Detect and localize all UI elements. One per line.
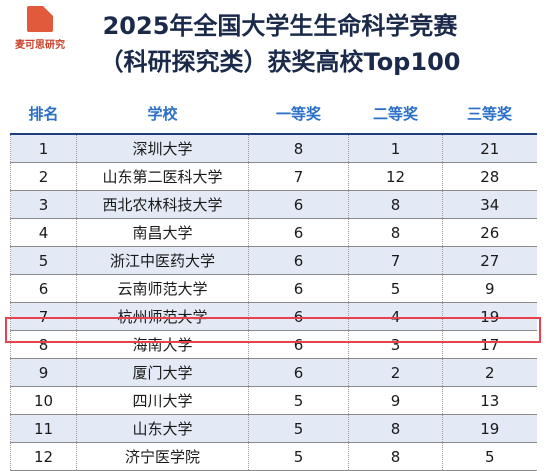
cell-rank: 8 — [10, 330, 77, 359]
header-third-prize: 三等奖 — [442, 93, 537, 135]
cell-school: 南昌大学 — [76, 218, 249, 247]
cell-rank: 1 — [10, 133, 77, 163]
cell-second-prize: 5 — [348, 274, 443, 303]
cell-second-prize: 7 — [348, 246, 443, 275]
cell-first-prize: 7 — [248, 162, 349, 191]
logo-icon — [27, 6, 53, 32]
table-row: 1 深圳大学 8 1 21 — [10, 133, 537, 163]
table-row: 6 云南师范大学 6 5 9 — [10, 274, 537, 303]
cell-rank: 4 — [10, 218, 77, 247]
cell-first-prize: 6 — [248, 190, 349, 219]
cell-school: 厦门大学 — [76, 358, 249, 387]
cell-second-prize: 8 — [348, 218, 443, 247]
table-row: 3 西北农林科技大学 6 8 34 — [10, 190, 537, 219]
cell-third-prize: 26 — [442, 218, 537, 247]
table-body: 1 深圳大学 8 1 21 2 山东第二医科大学 7 12 28 3 西北农林科技大学 6 8 34 4 南昌大… — [10, 133, 537, 471]
cell-third-prize: 27 — [442, 246, 537, 275]
cell-first-prize: 5 — [248, 414, 349, 443]
cell-school: 浙江中医药大学 — [76, 246, 249, 275]
cell-first-prize: 6 — [248, 246, 349, 275]
cell-second-prize: 3 — [348, 330, 443, 359]
cell-first-prize: 8 — [248, 133, 349, 163]
cell-rank: 10 — [10, 386, 77, 415]
table-row: 8 海南大学 6 3 17 — [10, 330, 537, 359]
cell-school: 云南师范大学 — [76, 274, 249, 303]
cell-rank: 3 — [10, 190, 77, 219]
page-title-line2: （科研探究类）获奖高校Top100 — [99, 48, 461, 76]
cell-third-prize: 28 — [442, 162, 537, 191]
table-row: 5 浙江中医药大学 6 7 27 — [10, 246, 537, 275]
cell-school: 海南大学 — [76, 330, 249, 359]
cell-school: 济宁医学院 — [76, 442, 249, 471]
cell-first-prize: 5 — [248, 386, 349, 415]
cell-second-prize: 1 — [348, 133, 443, 163]
cell-second-prize: 8 — [348, 190, 443, 219]
cell-third-prize: 9 — [442, 274, 537, 303]
cell-rank: 9 — [10, 358, 77, 387]
table-row: 7 杭州师范大学 6 4 19 — [10, 302, 537, 331]
page-title-line1: 2025年全国大学生生命科学竞赛 — [102, 12, 458, 40]
cell-school: 四川大学 — [76, 386, 249, 415]
cell-school: 西北农林科技大学 — [76, 190, 249, 219]
header-first-prize: 一等奖 — [248, 93, 349, 135]
table-row: 12 济宁医学院 5 8 5 — [10, 442, 537, 471]
cell-rank: 11 — [10, 414, 77, 443]
table-header-row: 排名 学校 一等奖 二等奖 三等奖 — [10, 93, 537, 135]
table-row: 11 山东大学 5 8 19 — [10, 414, 537, 443]
brand-logo: 麦可思研究 — [10, 6, 70, 58]
cell-rank: 5 — [10, 246, 77, 275]
table-row: 10 四川大学 5 9 13 — [10, 386, 537, 415]
cell-second-prize: 12 — [348, 162, 443, 191]
cell-school: 山东第二医科大学 — [76, 162, 249, 191]
cell-third-prize: 17 — [442, 330, 537, 359]
cell-second-prize: 2 — [348, 358, 443, 387]
cell-third-prize: 5 — [442, 442, 537, 471]
cell-third-prize: 19 — [442, 414, 537, 443]
cell-rank: 7 — [10, 302, 77, 331]
cell-second-prize: 4 — [348, 302, 443, 331]
cell-third-prize: 34 — [442, 190, 537, 219]
cell-second-prize: 8 — [348, 414, 443, 443]
ranking-table: 排名 学校 一等奖 二等奖 三等奖 1 深圳大学 8 1 21 2 山东第二医科大学 7 12 2… — [10, 93, 537, 471]
table-row: 4 南昌大学 6 8 26 — [10, 218, 537, 247]
cell-school: 山东大学 — [76, 414, 249, 443]
cell-first-prize: 6 — [248, 330, 349, 359]
cell-rank: 2 — [10, 162, 77, 191]
cell-rank: 12 — [10, 442, 77, 471]
cell-first-prize: 6 — [248, 218, 349, 247]
cell-third-prize: 19 — [442, 302, 537, 331]
header-rank: 排名 — [10, 93, 77, 135]
cell-rank: 6 — [10, 274, 77, 303]
cell-third-prize: 21 — [442, 133, 537, 163]
logo-text: 麦可思研究 — [15, 40, 65, 51]
cell-first-prize: 6 — [248, 302, 349, 331]
cell-first-prize: 5 — [248, 442, 349, 471]
cell-school: 深圳大学 — [76, 133, 249, 163]
header-school: 学校 — [76, 93, 249, 135]
table-row: 9 厦门大学 6 2 2 — [10, 358, 537, 387]
cell-first-prize: 6 — [248, 274, 349, 303]
cell-third-prize: 13 — [442, 386, 537, 415]
cell-second-prize: 8 — [348, 442, 443, 471]
cell-school: 杭州师范大学 — [76, 302, 249, 331]
cell-second-prize: 9 — [348, 386, 443, 415]
header-second-prize: 二等奖 — [348, 93, 443, 135]
table-row: 2 山东第二医科大学 7 12 28 — [10, 162, 537, 191]
cell-third-prize: 2 — [442, 358, 537, 387]
cell-first-prize: 6 — [248, 358, 349, 387]
